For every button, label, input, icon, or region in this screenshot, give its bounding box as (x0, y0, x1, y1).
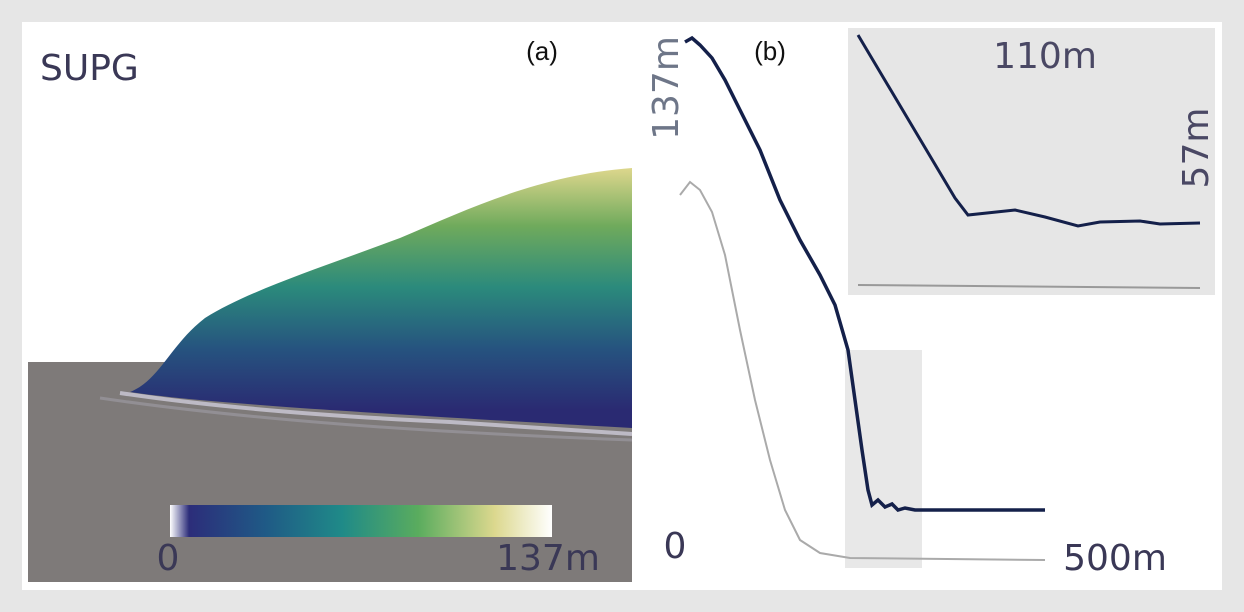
method-label: SUPG (40, 48, 139, 89)
y-label: 137m (646, 36, 687, 140)
inset (848, 28, 1215, 295)
x-start-label: 0 (664, 526, 687, 567)
hill-surface (130, 168, 632, 428)
colorbar-min: 0 (157, 538, 180, 579)
panel-label: (b) (754, 36, 786, 66)
profile (684, 35, 1045, 512)
ground-streak (99, 396, 633, 442)
hill-edge (119, 391, 633, 436)
colorbar-max: 137m (496, 538, 600, 579)
inset-x-label: 110m (993, 36, 1097, 77)
reference-profile (679, 180, 1046, 561)
x-end-label: 500m (1063, 538, 1167, 579)
inset-y-label: 57m (1176, 108, 1217, 189)
panel-label: (a) (526, 36, 558, 66)
inset-profile (856, 34, 1201, 228)
colorbar (170, 505, 552, 537)
inset-reference (857, 284, 1201, 289)
zoom-box (845, 350, 922, 568)
